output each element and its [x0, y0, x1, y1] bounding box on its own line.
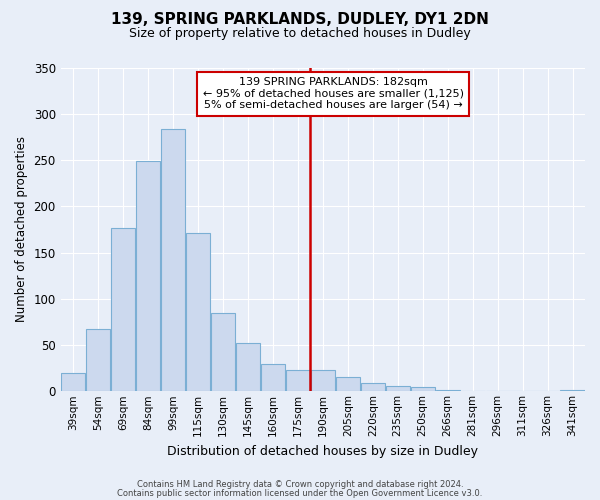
- Bar: [236, 343, 260, 392]
- Bar: [161, 130, 185, 392]
- Bar: [335, 378, 360, 392]
- Bar: [361, 383, 385, 392]
- Bar: [211, 312, 235, 392]
- Bar: [311, 370, 335, 392]
- Text: Contains HM Land Registry data © Crown copyright and database right 2024.: Contains HM Land Registry data © Crown c…: [137, 480, 463, 489]
- Bar: [111, 228, 135, 392]
- Bar: [436, 390, 460, 392]
- Bar: [386, 386, 410, 392]
- Text: Contains public sector information licensed under the Open Government Licence v3: Contains public sector information licen…: [118, 488, 482, 498]
- Bar: [560, 390, 584, 392]
- Y-axis label: Number of detached properties: Number of detached properties: [15, 136, 28, 322]
- Bar: [186, 233, 210, 392]
- Text: Size of property relative to detached houses in Dudley: Size of property relative to detached ho…: [129, 28, 471, 40]
- X-axis label: Distribution of detached houses by size in Dudley: Distribution of detached houses by size …: [167, 444, 478, 458]
- Bar: [61, 373, 85, 392]
- Text: 139, SPRING PARKLANDS, DUDLEY, DY1 2DN: 139, SPRING PARKLANDS, DUDLEY, DY1 2DN: [111, 12, 489, 28]
- Bar: [86, 330, 110, 392]
- Bar: [261, 364, 285, 392]
- Bar: [410, 386, 435, 392]
- Bar: [136, 161, 160, 392]
- Bar: [286, 370, 310, 392]
- Text: 139 SPRING PARKLANDS: 182sqm
← 95% of detached houses are smaller (1,125)
5% of : 139 SPRING PARKLANDS: 182sqm ← 95% of de…: [203, 77, 464, 110]
